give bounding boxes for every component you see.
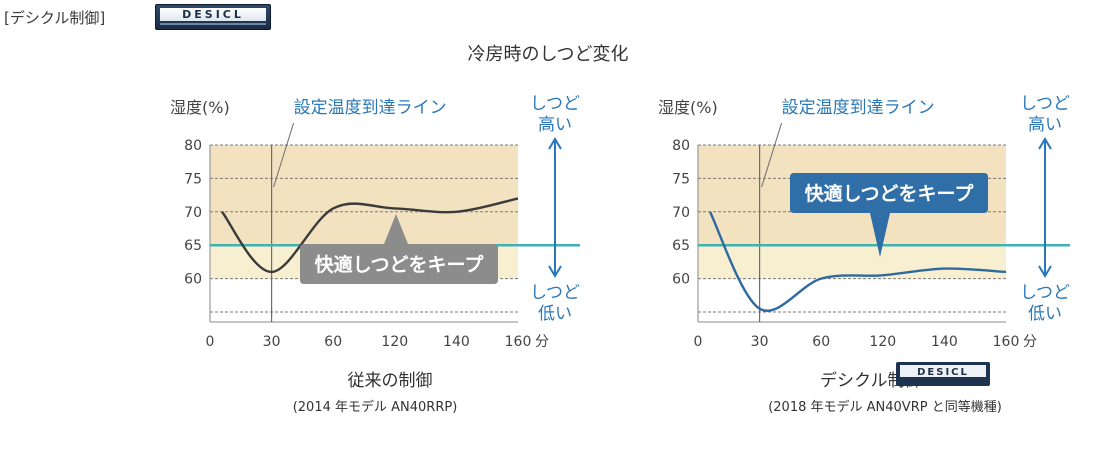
x-unit-label: 分 <box>535 334 549 350</box>
y-tick-label: 65 <box>672 238 690 254</box>
y-tick-label: 75 <box>672 171 690 187</box>
x-tick-label: 160 <box>993 334 1020 350</box>
callout-bubble <box>300 214 498 284</box>
x-tick-label: 30 <box>263 334 281 350</box>
x-tick-label: 140 <box>443 334 470 350</box>
y-tick-label: 75 <box>184 171 202 187</box>
reference-leader <box>761 122 783 188</box>
callout-text: 快適しつどをキープ <box>315 253 485 276</box>
x-tick-label: 120 <box>869 334 896 350</box>
arrow-top-label: 高い <box>538 115 572 135</box>
arrow-head-up <box>1038 137 1052 150</box>
x-tick-label: 160 <box>505 334 532 350</box>
x-tick-label: 0 <box>694 334 703 350</box>
x-tick-label: 120 <box>381 334 408 350</box>
callout-bubble <box>790 173 988 257</box>
header-label: [デシクル制御] <box>4 9 106 27</box>
x-unit-label: 分 <box>1023 334 1037 350</box>
arrow-top-label: しつど <box>530 94 580 114</box>
chart-title: 冷房時のしつど変化 <box>467 44 629 65</box>
y-tick-label: 60 <box>184 272 202 288</box>
y-tick-label: 60 <box>672 272 690 288</box>
y-tick-label: 65 <box>184 238 202 254</box>
y-tick-label: 70 <box>672 205 690 221</box>
caption-main: 従来の制御 <box>348 371 433 391</box>
y-tick-label: 80 <box>184 138 202 154</box>
chart-panel-2: 設定温度到達ライン 湿度(%) 80 75 70 65 60 0 30 60 120 140 160 分 し… <box>658 94 1070 415</box>
arrow-head-down <box>548 265 562 278</box>
caption-sub: (2018 年モデル AN40VRP と同等機種) <box>768 399 1002 415</box>
arrow-top-label: 高い <box>1028 115 1062 135</box>
x-tick-label: 0 <box>206 334 215 350</box>
series-line <box>708 211 1007 312</box>
x-tick-label: 30 <box>751 334 769 350</box>
y-tick-label: 80 <box>672 138 690 154</box>
caption-logo-text: DESICL <box>917 367 969 378</box>
arrow-bottom-label: 低い <box>1028 304 1062 324</box>
x-tick-label: 60 <box>324 334 342 350</box>
arrow-top-label: しつど <box>1020 94 1070 114</box>
reference-leader <box>273 122 295 188</box>
reference-line-label: 設定温度到達ライン <box>782 98 935 118</box>
arrow-head-down <box>1038 265 1052 278</box>
arrow-head-up <box>548 137 562 150</box>
comfort-band-upper <box>210 145 518 246</box>
caption-sub: (2014 年モデル AN40RRP) <box>293 399 458 415</box>
y-axis-label: 湿度(%) <box>658 98 718 117</box>
desicl-logo-text: DESICL <box>160 8 266 21</box>
arrow-bottom-label: しつど <box>530 283 580 303</box>
arrow-bottom-label: 低い <box>538 304 572 324</box>
callout-text: 快適しつどをキープ <box>805 182 975 205</box>
x-tick-label: 60 <box>812 334 830 350</box>
y-axis-label: 湿度(%) <box>170 98 230 117</box>
caption-logo-plate <box>900 365 986 377</box>
series-line <box>221 197 519 274</box>
desicl-logo: DESICL <box>155 4 271 30</box>
comfort-band-lower <box>698 245 1006 279</box>
chart-panel-1: 設定温度到達ライン 湿度(%) 80 75 70 65 60 0 30 60 120 140 160 分 し… <box>170 94 580 415</box>
y-tick-label: 70 <box>184 205 202 221</box>
x-tick-label: 140 <box>931 334 958 350</box>
reference-line-label: 設定温度到達ライン <box>294 98 447 118</box>
arrow-bottom-label: しつど <box>1020 283 1070 303</box>
